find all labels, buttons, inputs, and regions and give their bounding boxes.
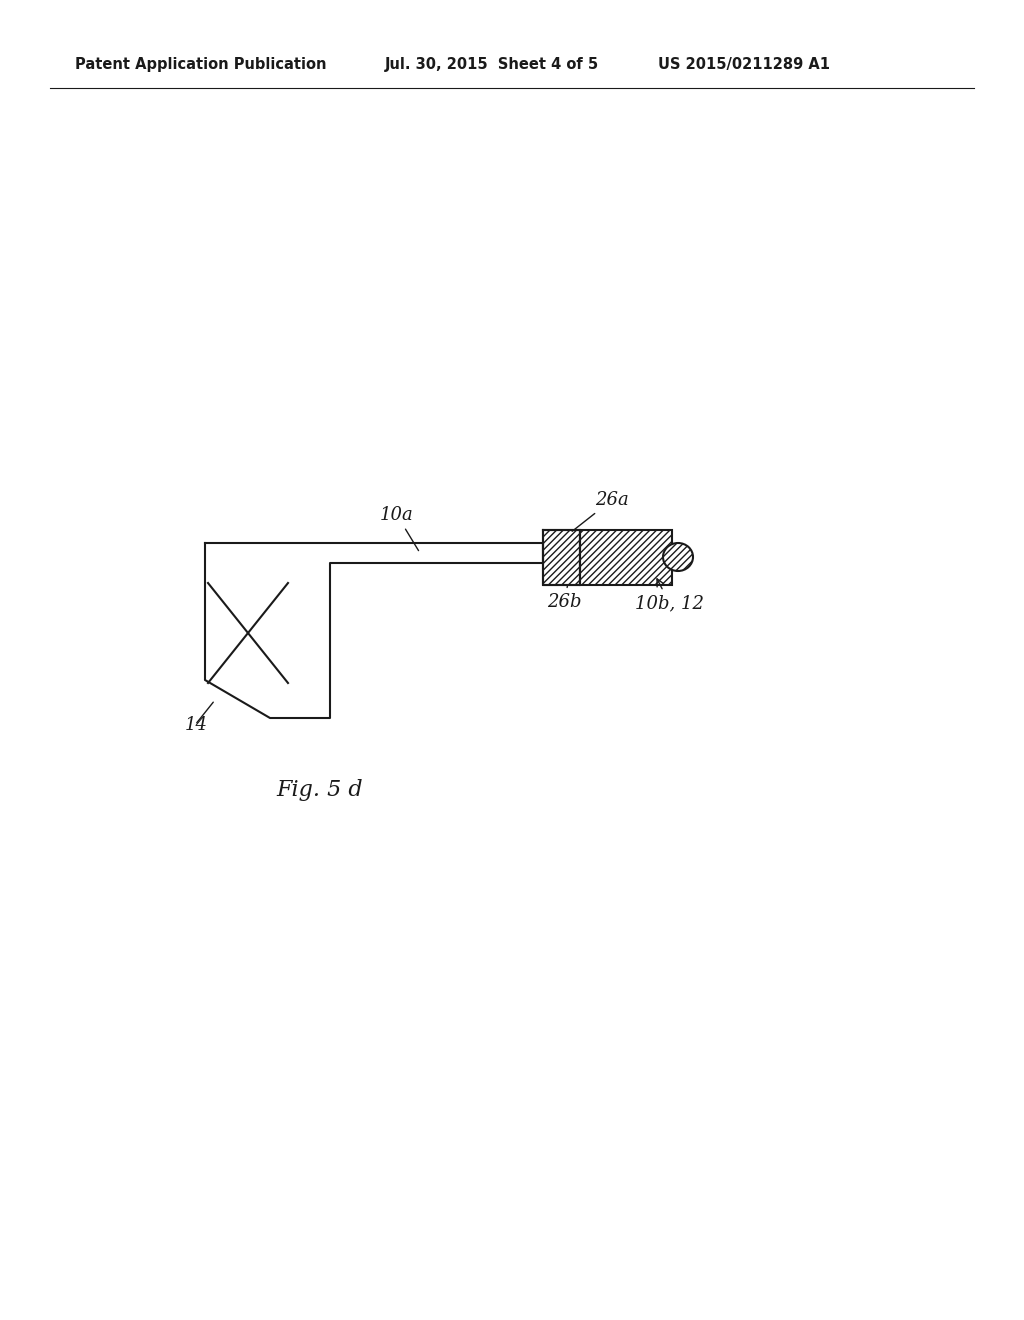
Text: 26a: 26a (572, 491, 629, 531)
Ellipse shape (663, 543, 693, 572)
Text: Jul. 30, 2015  Sheet 4 of 5: Jul. 30, 2015 Sheet 4 of 5 (385, 58, 599, 73)
Bar (543, 531, 580, 585)
Text: Fig. 5 d: Fig. 5 d (276, 779, 364, 801)
Text: US 2015/0211289 A1: US 2015/0211289 A1 (658, 58, 830, 73)
Text: Patent Application Publication: Patent Application Publication (75, 58, 327, 73)
Text: 10b, 12: 10b, 12 (635, 579, 705, 612)
Text: 10a: 10a (380, 506, 419, 550)
Text: 26b: 26b (547, 586, 582, 611)
Bar (580, 531, 672, 585)
Text: 14: 14 (185, 715, 208, 734)
